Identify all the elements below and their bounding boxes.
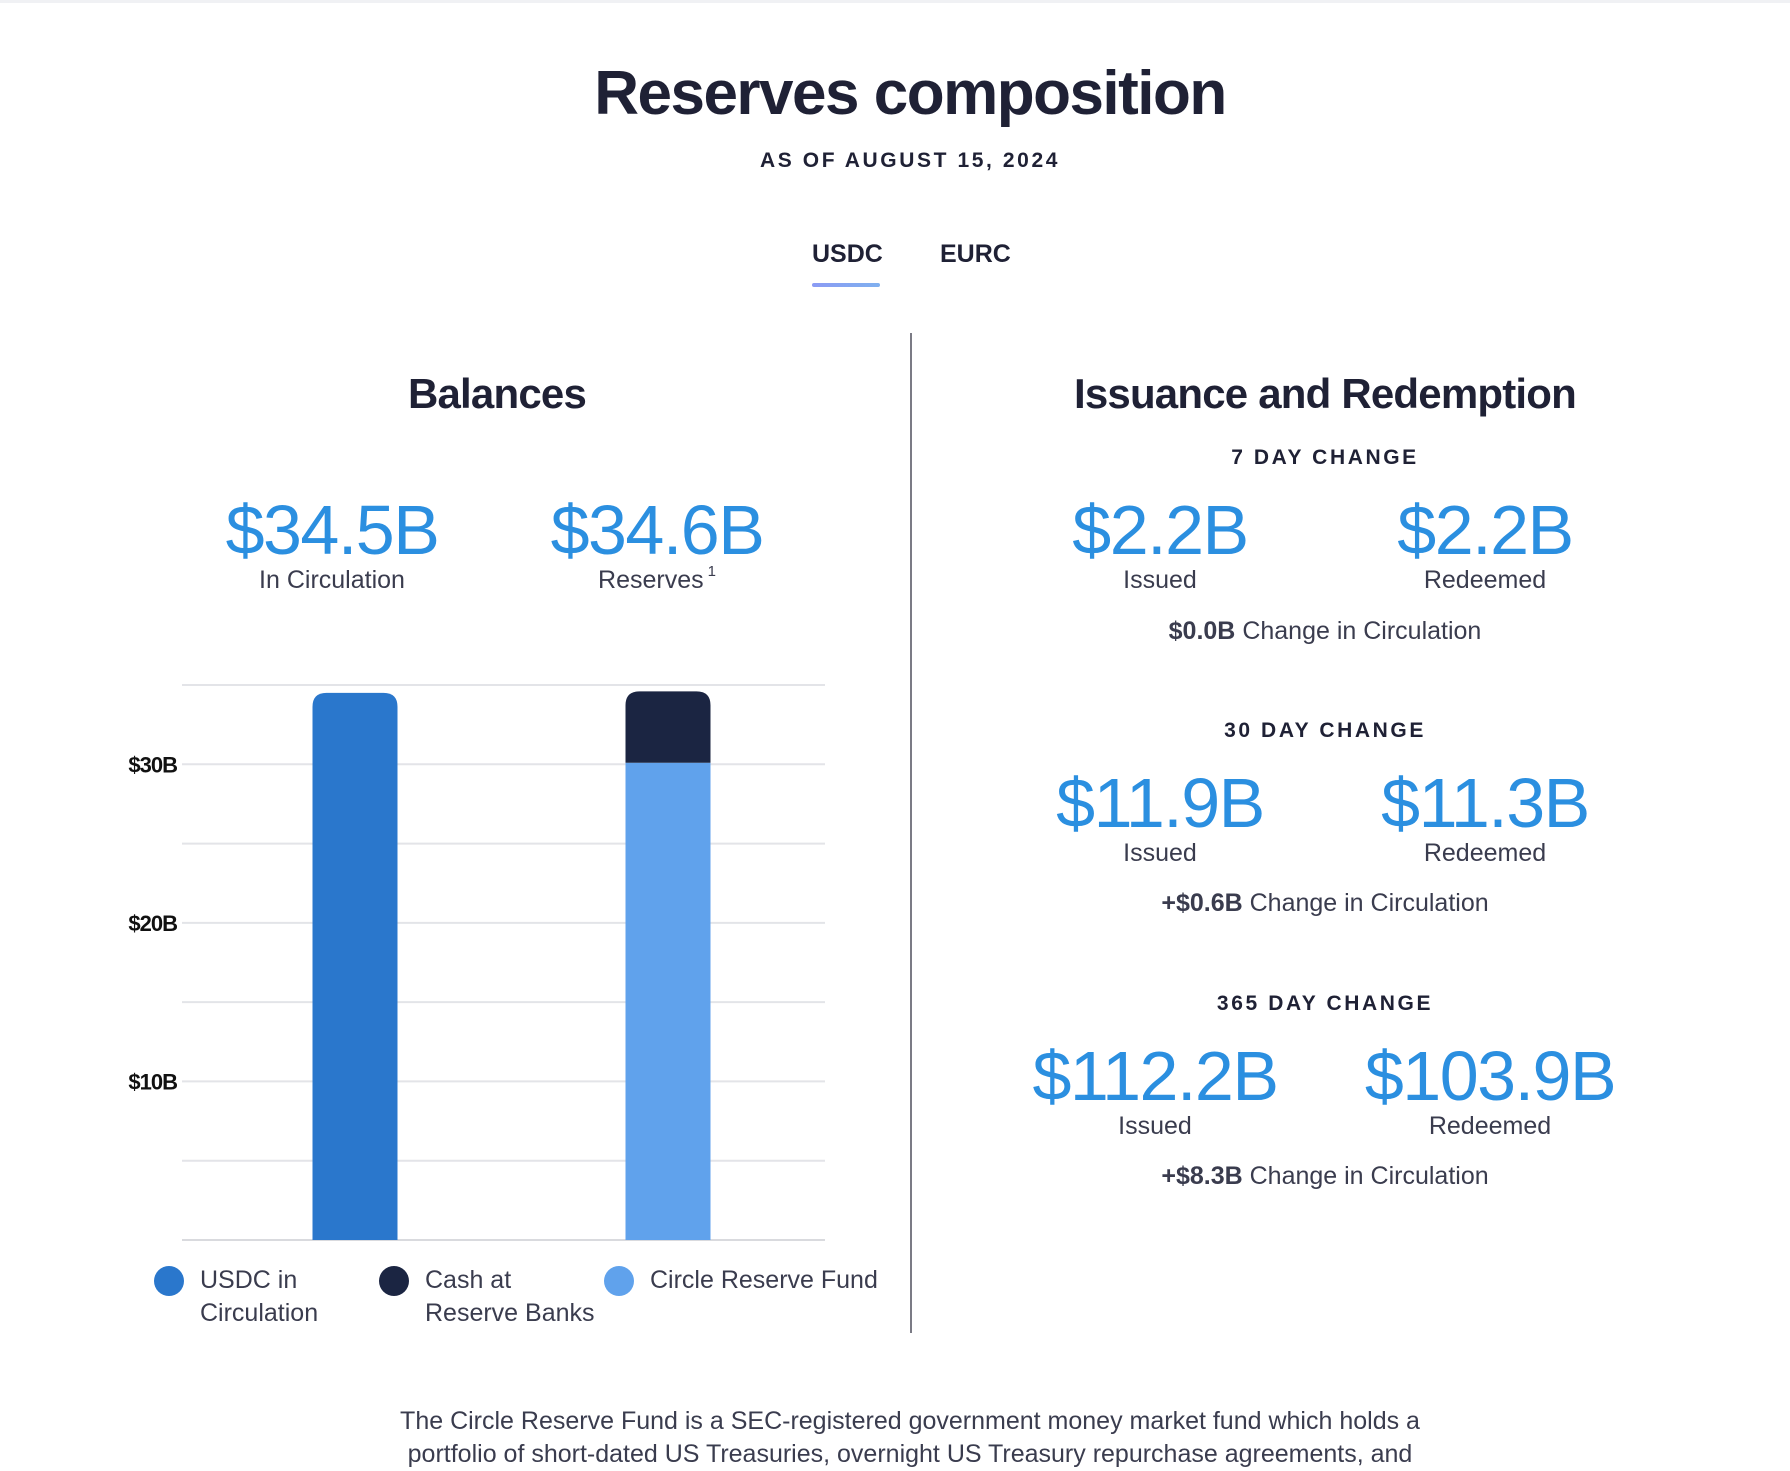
redeemed-label-7-day: Redeemed [1423,566,1547,594]
reserves-footnote-mark[interactable]: 1 [707,563,716,580]
reserves-label: Reserves 1 [532,563,782,595]
footnote-line-2: portfolio of short-dated US Treasuries, … [407,1440,1413,1468]
period-label-7-day: 7 DAY CHANGE [1231,446,1419,469]
page-title: Reserves composition [594,59,1227,128]
section-divider [910,333,912,1333]
change-value-7-day: $0.0B [1168,617,1236,645]
issued-label-7-day: Issued [1123,566,1197,594]
bar-reserves-cash-at-reserve-banks [625,691,711,763]
legend-cash-line2: Reserve Banks [425,1299,595,1327]
as-of-date: AS OF AUGUST 15, 2024 [759,149,1061,172]
legend-usdc-line1: USDC in [200,1266,298,1294]
period-label-30-day: 30 DAY CHANGE [1224,719,1426,742]
redeemed-label-365-day: Redeemed [1428,1112,1552,1140]
issued-365-day: $112.2B [1032,1037,1279,1115]
period-label-365-day: 365 DAY CHANGE [1216,992,1434,1015]
change-text-365-day: Change in Circulation [1249,1162,1489,1190]
balances-title: Balances [407,370,587,417]
bar-circulation-usdc-in-circulation [312,692,398,1240]
change-text-30-day: Change in Circulation [1249,889,1489,917]
reserve-fund-footnote: The Circle Reserve Fund is a SEC-registe… [395,1405,1425,1471]
tab-eurc[interactable]: EURC [940,240,1011,268]
issuance-redemption-title: Issuance and Redemption [1073,370,1577,417]
reserves-value: $34.6B [550,491,765,569]
issued-label-365-day: Issued [1118,1112,1192,1140]
redeemed-label-30-day: Redeemed [1423,839,1547,867]
legend-cash-at-reserve-banks[interactable]: Cash at Reserve Banks [425,1264,595,1330]
bar-reserves-circle-reserve-fund [625,762,711,1240]
redeemed-365-day: $103.9B [1364,1037,1617,1115]
circulation-label: In Circulation [259,566,405,594]
y-tick-label-0: $10B [128,1069,177,1094]
circulation-value: $34.5B [225,491,440,569]
change-in-circulation-365-day: +$8.3B Change in Circulation [1025,1162,1625,1191]
y-tick-label-1: $20B [128,911,177,936]
footnote-line-1: The Circle Reserve Fund is a SEC-registe… [400,1407,1420,1435]
change-text-7-day: Change in Circulation [1242,617,1482,645]
change-in-circulation-7-day: $0.0B Change in Circulation [1025,617,1625,646]
change-value-365-day: +$8.3B [1161,1162,1243,1190]
issued-7-day: $2.2B [1072,491,1249,569]
y-tick-label-2: $30B [128,752,177,777]
legend-usdc-in-circulation[interactable]: USDC in Circulation [200,1264,318,1330]
redeemed-7-day: $2.2B [1397,491,1574,569]
tab-usdc[interactable]: USDC [812,240,883,268]
legend-dot-usdc [154,1266,184,1296]
issued-30-day: $11.9B [1056,764,1265,842]
balances-chart: $10B $20B $30B [128,684,825,1241]
legend-usdc-line2: Circulation [200,1299,319,1327]
reserves-label-text: Reserves [598,566,704,594]
top-rule [0,0,1790,3]
legend-dot-reserve-fund [604,1266,634,1296]
change-value-30-day: +$0.6B [1161,889,1243,917]
active-tab-indicator [812,283,880,287]
legend-circle-reserve-fund[interactable]: Circle Reserve Fund [650,1264,878,1297]
redeemed-30-day: $11.3B [1381,764,1590,842]
issued-label-30-day: Issued [1123,839,1197,867]
legend-cash-line1: Cash at [425,1266,512,1294]
legend-fund-line1: Circle Reserve Fund [650,1266,878,1294]
legend-dot-cash [379,1266,409,1296]
change-in-circulation-30-day: +$0.6B Change in Circulation [1025,889,1625,918]
